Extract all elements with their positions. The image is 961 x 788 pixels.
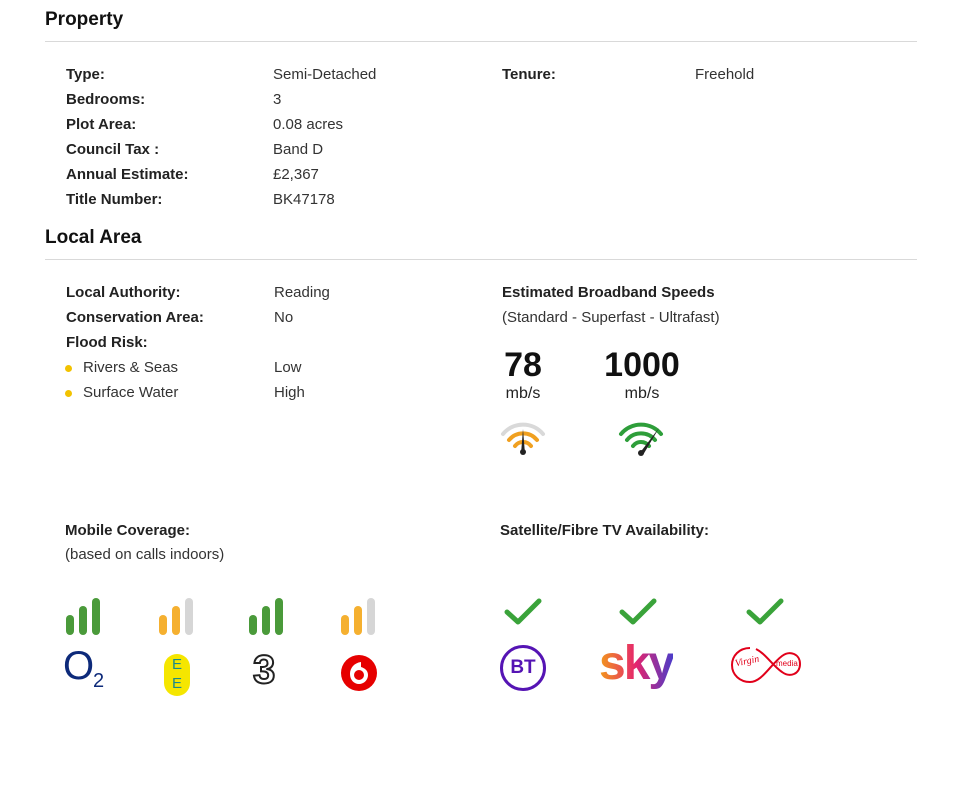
bullet-dot bbox=[65, 390, 72, 397]
three-signal-bars bbox=[249, 597, 289, 635]
plot-area-label: Plot Area: bbox=[66, 116, 137, 133]
check-icon bbox=[619, 598, 657, 625]
plot-area-value: 0.08 acres bbox=[273, 116, 344, 133]
ultrafast-speed-unit: mb/s bbox=[624, 385, 660, 402]
bedrooms-value: 3 bbox=[273, 91, 282, 108]
check-icon bbox=[746, 598, 784, 625]
local-area-divider bbox=[45, 259, 917, 260]
rivers-seas-label: Rivers & Seas bbox=[83, 359, 179, 376]
mobile-coverage-title: Mobile Coverage: bbox=[65, 522, 191, 539]
o2-signal-bars bbox=[66, 597, 106, 635]
three-logo: 3 bbox=[252, 647, 276, 693]
council-tax-value: Band D bbox=[273, 141, 324, 158]
property-title: Property bbox=[45, 9, 124, 30]
wifi-speedometer-icon bbox=[501, 422, 545, 455]
local-authority-label: Local Authority: bbox=[66, 284, 181, 301]
vodafone-signal-bars bbox=[341, 597, 381, 635]
title-number-value: BK47178 bbox=[273, 191, 335, 208]
flood-risk-label: Flood Risk: bbox=[66, 334, 148, 351]
tv-availability-title: Satellite/Fibre TV Availability: bbox=[500, 522, 709, 539]
bullet-dot bbox=[65, 365, 72, 372]
bedrooms-label: Bedrooms: bbox=[66, 91, 146, 108]
council-tax-label: Council Tax : bbox=[66, 141, 160, 158]
title-number-label: Title Number: bbox=[66, 191, 163, 208]
conservation-area-value: No bbox=[274, 309, 294, 326]
virgin-media-logo: Virgin media bbox=[730, 644, 802, 686]
local-area-title: Local Area bbox=[45, 227, 142, 248]
broadband-title: Estimated Broadband Speeds bbox=[502, 284, 715, 301]
ultrafast-speed-value: 1000 bbox=[604, 346, 680, 384]
property-divider bbox=[45, 41, 917, 42]
standard-speed-value: 78 bbox=[504, 346, 542, 384]
type-label: Type: bbox=[66, 66, 105, 83]
type-value: Semi-Detached bbox=[273, 66, 377, 83]
mobile-coverage-subtitle: (based on calls indoors) bbox=[65, 546, 225, 563]
local-authority-value: Reading bbox=[274, 284, 330, 301]
o2-logo: O 2 bbox=[63, 644, 105, 692]
ee-signal-bars bbox=[159, 597, 199, 635]
broadband-subtitle: (Standard - Superfast - Ultrafast) bbox=[502, 309, 720, 326]
wifi-speedometer-icon bbox=[619, 422, 663, 456]
annual-estimate-value: £2,367 bbox=[273, 166, 319, 183]
sky-logo: sky bbox=[599, 637, 675, 690]
standard-speed-unit: mb/s bbox=[505, 385, 541, 402]
tenure-value: Freehold bbox=[695, 66, 755, 83]
surface-water-value: High bbox=[274, 384, 305, 401]
ee-logo: E E bbox=[164, 654, 190, 696]
check-icon bbox=[504, 598, 542, 625]
vodafone-logo bbox=[341, 655, 377, 691]
conservation-area-label: Conservation Area: bbox=[66, 309, 204, 326]
rivers-seas-value: Low bbox=[274, 359, 302, 376]
surface-water-label: Surface Water bbox=[83, 384, 179, 401]
annual-estimate-label: Annual Estimate: bbox=[66, 166, 189, 183]
bt-logo: BT bbox=[500, 645, 546, 691]
tenure-label: Tenure: bbox=[502, 66, 556, 83]
